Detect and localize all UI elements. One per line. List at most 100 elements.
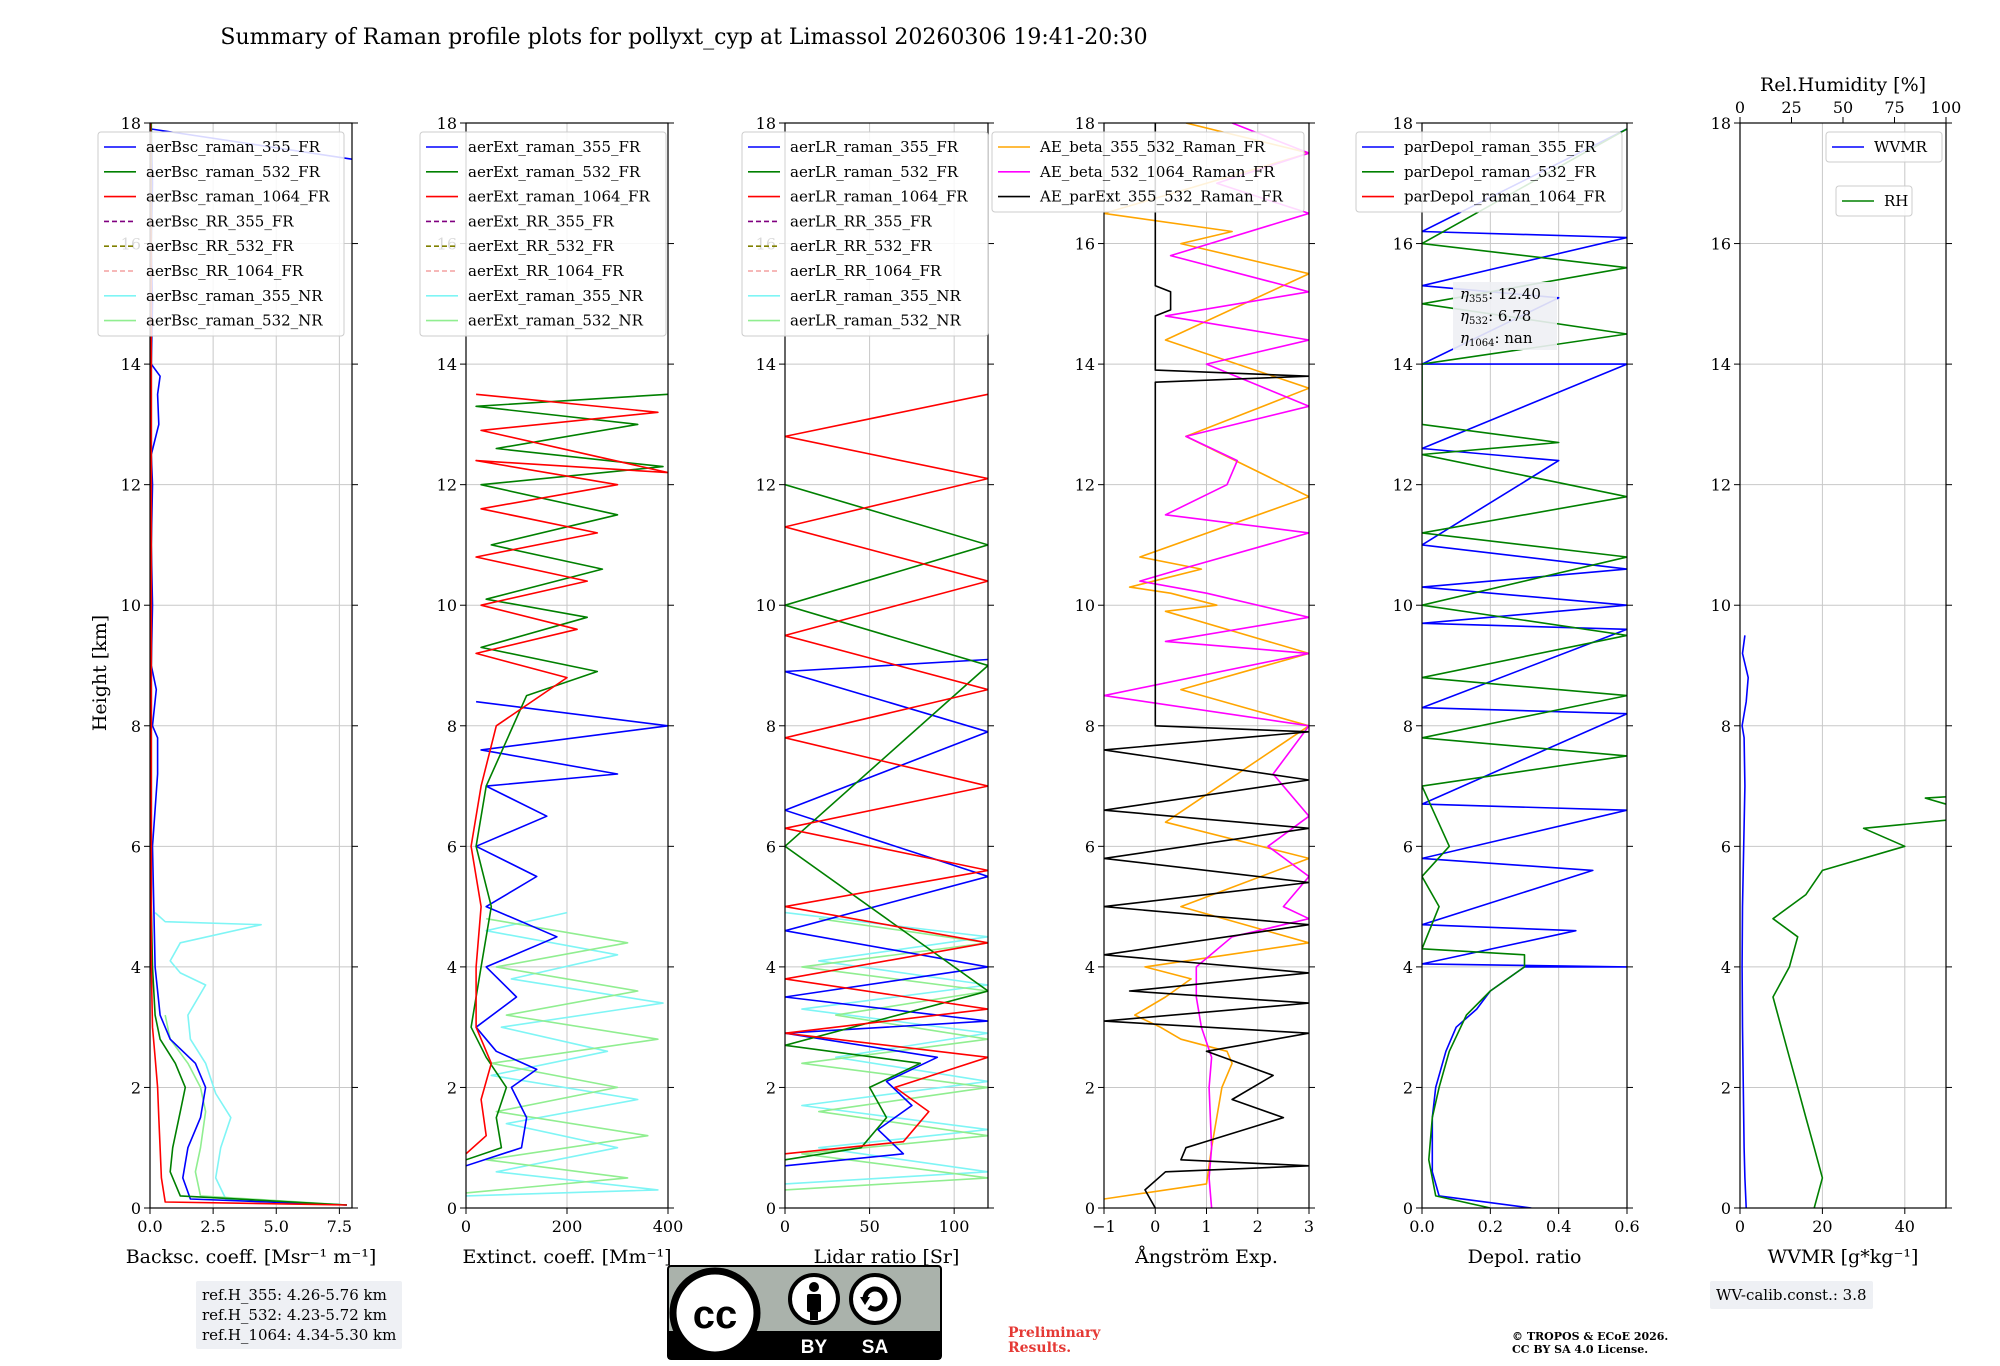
reference-height-box: ref.H_355: 4.26-5.76 km ref.H_532: 4.23-…	[196, 1281, 403, 1349]
legend-entry-aerLR_raman_532_FR: aerLR_raman_532_FR	[790, 163, 959, 181]
series-group	[466, 393, 668, 1197]
x-axis-label: Lidar ratio [Sr]	[814, 1246, 960, 1268]
x-axis-label: Ångström Exp.	[1134, 1246, 1278, 1268]
series-line-aerBsc_raman_532_NR	[164, 1014, 347, 1206]
y-tick-label: 14	[121, 355, 141, 374]
refh-1064: ref.H_1064: 4.34-5.30 km	[202, 1326, 397, 1344]
x-axis-label: Depol. ratio	[1468, 1246, 1582, 1268]
panel-depol: 0 2 4 6 8 10 12 14 16 18 0.0 0.2 0.4 0.6 Depol. ratio p…	[1355, 114, 1640, 1268]
series-line-parDepol_raman_355_FR	[1422, 128, 1627, 1208]
legend-entry-aerBsc_raman_532_NR: aerBsc_raman_532_NR	[146, 312, 323, 330]
x-tick-label: 0.2	[1478, 1217, 1503, 1236]
top-x-tick-label: 25	[1781, 98, 1801, 117]
series-group	[1422, 128, 1627, 1208]
y-tick-label: 8	[1085, 717, 1095, 736]
y-axis-label: Height [km]	[89, 615, 111, 731]
y-tick-label: 0	[1721, 1199, 1731, 1218]
eta-row-1064: η1064: nan	[1460, 329, 1533, 349]
axes-frame	[149, 122, 353, 1209]
series-line-AE_parExt_355_532_Raman_FR	[1104, 123, 1309, 1208]
y-tick-label: 18	[437, 114, 457, 133]
y-tick-label: 2	[766, 1078, 776, 1097]
y-tick-label: 10	[1711, 596, 1731, 615]
y-tick-label: 12	[437, 476, 457, 495]
y-tick-label: 0	[766, 1199, 776, 1218]
legend-entry-aerBsc_raman_1064_FR: aerBsc_raman_1064_FR	[146, 188, 330, 206]
y-tick-label: 16	[1711, 235, 1731, 254]
x-tick-label: 0.4	[1546, 1217, 1571, 1236]
legend-entry-aerBsc_raman_355_FR: aerBsc_raman_355_FR	[146, 138, 321, 156]
series-line-aerExt_raman_532_FR	[466, 393, 668, 1161]
x-tick-label: 0	[1735, 1217, 1745, 1236]
x-tick-label: 200	[552, 1217, 583, 1236]
top-x-tick-label: 100	[1931, 98, 1962, 117]
share-alike-icon	[849, 1273, 901, 1325]
x-tick-label: 100	[939, 1217, 970, 1236]
y-tick-label: 14	[1075, 355, 1095, 374]
cc-by-sa-logo: cc BY SA	[667, 1265, 942, 1362]
legend-depol: parDepol_raman_355_FR parDepol_raman_532_…	[1355, 131, 1623, 213]
y-tick-label: 12	[121, 476, 141, 495]
axes-frame	[1739, 122, 1947, 1209]
y-tick-label: 2	[1085, 1078, 1095, 1097]
series-line-aerBsc_raman_1064_FR	[150, 123, 347, 1206]
x-tick-label: 0	[1150, 1217, 1160, 1236]
y-tick-label: 10	[1075, 596, 1095, 615]
legend-lr: aerLR_raman_355_FR aerLR_raman_532_FR aerL…	[741, 131, 989, 337]
legend-ae: AE_beta_355_532_Raman_FR AE_beta_532_1064…	[991, 131, 1305, 213]
y-tick-label: 4	[1085, 958, 1095, 977]
y-tick-label: 12	[1711, 476, 1731, 495]
series-line-aerLR_raman_532_FR	[785, 483, 988, 1161]
legend-entry-aerLR_raman_532_NR: aerLR_raman_532_NR	[790, 312, 961, 330]
y-tick-label: 2	[131, 1078, 141, 1097]
panel-lr: 024681012141618050100Lidar ratio [Sr]aer…	[741, 114, 994, 1268]
legend-entry-RH: RH	[1884, 192, 1908, 210]
y-tick-label: 8	[1403, 717, 1413, 736]
x-tick-label: 20	[1812, 1217, 1832, 1236]
wv-calibration-box: WV-calib.const.: 3.8	[1710, 1281, 1873, 1309]
legend-frame	[741, 131, 989, 337]
y-tick-label: 16	[1075, 235, 1095, 254]
legend-frame	[991, 131, 1305, 213]
preliminary-line-1: Preliminary	[1008, 1325, 1101, 1341]
x-tick-label: −1	[1092, 1217, 1116, 1236]
y-tick-label: 14	[1711, 355, 1731, 374]
x-axis-label: Backsc. coeff. [Msr⁻¹ m⁻¹]	[126, 1246, 377, 1268]
x-tick-label: 3	[1304, 1217, 1314, 1236]
y-tick-label: 2	[1721, 1078, 1731, 1097]
legend-frame	[97, 131, 345, 337]
series-line-WVMR	[1741, 635, 1749, 1208]
x-tick-label: 5.0	[264, 1217, 289, 1236]
copyright-line-2: CC BY SA 4.0 License.	[1512, 1343, 1649, 1356]
legend-entry-aerBsc_RR_532_FR: aerBsc_RR_532_FR	[146, 237, 294, 255]
cc-sa-label: SA	[862, 1337, 889, 1358]
y-tick-label: 18	[1075, 114, 1095, 133]
wv-calibration-constant: WV-calib.const.: 3.8	[1716, 1286, 1867, 1304]
legend-entry-aerExt_raman_532_NR: aerExt_raman_532_NR	[468, 312, 644, 330]
y-tick-label: 12	[1393, 476, 1413, 495]
series-line-aerLR_raman_532_NR	[785, 917, 988, 1191]
legend-entry-aerExt_raman_1064_FR: aerExt_raman_1064_FR	[468, 188, 650, 206]
legend-entry-AE_beta_355_532_Raman_FR: AE_beta_355_532_Raman_FR	[1039, 138, 1266, 156]
y-tick-label: 8	[766, 717, 776, 736]
series-line-aerLR_raman_1064_FR	[785, 393, 988, 1155]
y-tick-label: 6	[131, 837, 141, 856]
y-tick-label: 8	[447, 717, 457, 736]
series-line-aerLR_raman_355_FR	[785, 658, 988, 1167]
y-tick-label: 2	[1403, 1078, 1413, 1097]
y-tick-label: 6	[1085, 837, 1095, 856]
y-tick-label: 6	[1403, 837, 1413, 856]
x-tick-label: 40	[1895, 1217, 1915, 1236]
y-tick-label: 4	[1721, 958, 1731, 977]
y-tick-label: 0	[447, 1199, 457, 1218]
series-line-aerExt_raman_355_NR	[466, 911, 664, 1197]
y-tick-label: 4	[766, 958, 776, 977]
y-tick-label: 6	[1721, 837, 1731, 856]
preliminary-results-note: Preliminary Results.	[1008, 1326, 1100, 1356]
series-line-AE_beta_532_1064_Raman_FR	[1104, 123, 1309, 1208]
x-tick-label: 2	[1253, 1217, 1263, 1236]
legend-entry-aerLR_RR_1064_FR: aerLR_RR_1064_FR	[790, 262, 942, 280]
